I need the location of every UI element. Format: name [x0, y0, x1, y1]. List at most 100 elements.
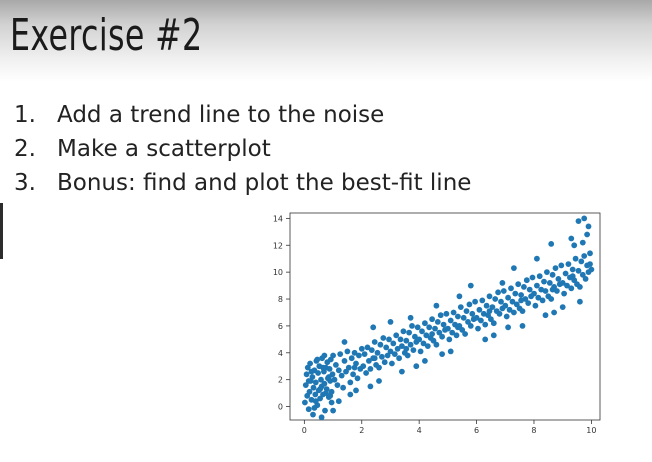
- data-point: [585, 223, 592, 230]
- data-point: [460, 314, 467, 321]
- data-point: [364, 344, 371, 351]
- data-point: [525, 300, 532, 306]
- data-point: [344, 348, 351, 355]
- data-point: [502, 302, 509, 309]
- data-point: [575, 267, 582, 274]
- data-point: [490, 320, 497, 327]
- data-point: [505, 324, 511, 331]
- data-point: [548, 296, 555, 302]
- data-point: [475, 325, 481, 332]
- data-point: [422, 320, 428, 327]
- data-point: [384, 352, 391, 359]
- data-point: [317, 395, 323, 402]
- data-point: [512, 290, 519, 297]
- data-point: [309, 374, 316, 380]
- data-point: [561, 290, 567, 297]
- data-point: [436, 329, 443, 336]
- data-point: [341, 358, 348, 364]
- data-point: [306, 388, 313, 395]
- slide-title: Exercise #2: [10, 10, 203, 61]
- data-point: [366, 358, 372, 364]
- data-point: [377, 341, 384, 348]
- data-point: [466, 301, 473, 308]
- y-tick-label: 4: [278, 349, 283, 358]
- data-point: [348, 355, 355, 362]
- data-point: [495, 289, 501, 296]
- data-point: [588, 266, 595, 273]
- data-point: [551, 309, 557, 316]
- data-point: [368, 347, 375, 353]
- data-point: [539, 297, 546, 304]
- data-point: [482, 321, 489, 328]
- data-point: [303, 371, 310, 378]
- data-point: [404, 352, 411, 359]
- data-point: [542, 288, 549, 294]
- data-point: [315, 370, 321, 376]
- data-point: [302, 382, 309, 388]
- data-point: [531, 290, 537, 297]
- y-tick-label: 0: [278, 403, 283, 412]
- data-point: [317, 386, 323, 392]
- data-point: [587, 261, 593, 267]
- data-point: [403, 337, 410, 344]
- data-point: [542, 312, 549, 319]
- data-point: [578, 258, 585, 265]
- data-point: [450, 309, 457, 316]
- data-point: [403, 345, 410, 352]
- data-point: [409, 323, 415, 329]
- y-tick-label: 10: [273, 268, 283, 277]
- data-point: [519, 308, 526, 314]
- data-point: [508, 285, 514, 292]
- data-point: [535, 294, 542, 301]
- data-point: [386, 336, 392, 343]
- data-point: [322, 407, 328, 414]
- data-point: [407, 314, 414, 321]
- data-point: [353, 387, 359, 394]
- data-point: [541, 278, 547, 285]
- data-point: [571, 242, 578, 249]
- data-point: [397, 336, 404, 343]
- data-point: [330, 352, 336, 359]
- data-point: [308, 368, 315, 375]
- data-point: [564, 282, 570, 289]
- data-point: [423, 332, 430, 339]
- data-point: [549, 271, 556, 278]
- data-point: [429, 316, 435, 323]
- data-point: [558, 262, 565, 269]
- data-point: [371, 339, 378, 345]
- data-point: [321, 380, 328, 387]
- data-point: [455, 324, 461, 331]
- data-point: [552, 265, 559, 271]
- data-point: [581, 215, 588, 222]
- data-point: [338, 372, 345, 379]
- data-point: [523, 277, 530, 284]
- data-point: [390, 340, 397, 347]
- data-point: [429, 331, 435, 337]
- data-point: [379, 353, 385, 360]
- plot-frame: [289, 212, 601, 421]
- data-point: [400, 328, 407, 335]
- data-point: [360, 363, 367, 370]
- data-point: [532, 302, 539, 309]
- data-point: [509, 298, 516, 305]
- y-tick-label: 12: [273, 241, 283, 250]
- title-band: [0, 0, 652, 82]
- x-tick-label: 8: [531, 426, 536, 435]
- data-point: [328, 399, 335, 406]
- data-point: [412, 333, 418, 340]
- data-point: [456, 293, 463, 300]
- y-tick-label: 14: [273, 214, 283, 223]
- data-point: [559, 280, 566, 286]
- x-tick-label: 4: [417, 426, 422, 435]
- data-point: [380, 335, 387, 341]
- data-point: [414, 324, 421, 331]
- y-tick-label: 6: [278, 322, 283, 331]
- task-item-2: 2. Make a scatterplot: [14, 132, 471, 166]
- data-point: [416, 336, 423, 343]
- data-point: [534, 282, 540, 289]
- data-point: [506, 306, 513, 313]
- data-point: [370, 324, 377, 331]
- data-point: [568, 285, 575, 292]
- data-point: [399, 368, 405, 375]
